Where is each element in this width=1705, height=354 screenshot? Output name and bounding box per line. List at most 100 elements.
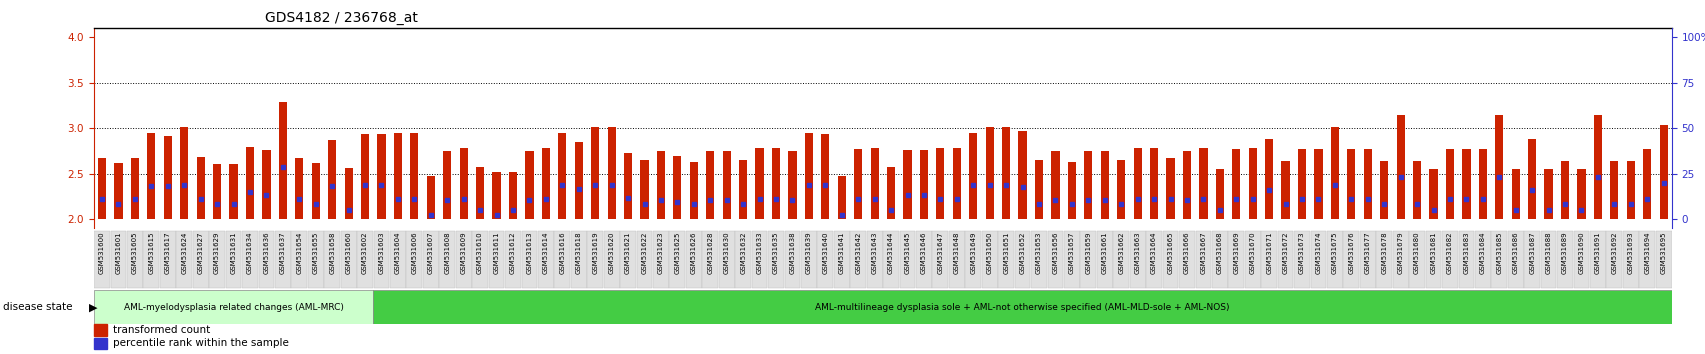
FancyBboxPatch shape	[406, 231, 423, 288]
FancyBboxPatch shape	[1294, 231, 1309, 288]
Bar	[788, 151, 796, 219]
Bar	[1478, 149, 1487, 219]
Bar	[327, 140, 336, 219]
Bar	[607, 126, 616, 219]
Bar	[493, 172, 500, 219]
FancyBboxPatch shape	[1146, 231, 1161, 288]
Bar	[854, 149, 861, 219]
Bar	[443, 151, 452, 219]
Bar	[837, 176, 846, 219]
Text: GSM531649: GSM531649	[970, 232, 975, 274]
Bar	[1659, 125, 1667, 219]
Bar	[459, 148, 467, 219]
FancyBboxPatch shape	[1211, 231, 1228, 288]
Bar	[951, 148, 960, 219]
Text: GSM531664: GSM531664	[1151, 232, 1156, 274]
FancyBboxPatch shape	[1475, 231, 1490, 288]
Bar	[1035, 160, 1042, 219]
FancyBboxPatch shape	[735, 231, 750, 288]
Text: GSM531686: GSM531686	[1512, 232, 1517, 274]
FancyBboxPatch shape	[604, 231, 619, 288]
Text: GSM531607: GSM531607	[428, 232, 433, 274]
Text: GSM531687: GSM531687	[1528, 232, 1534, 274]
Text: GSM531678: GSM531678	[1381, 232, 1386, 274]
FancyBboxPatch shape	[571, 231, 587, 288]
FancyBboxPatch shape	[965, 231, 980, 288]
Bar	[1511, 169, 1519, 219]
Text: GSM531650: GSM531650	[985, 232, 992, 274]
FancyBboxPatch shape	[259, 231, 275, 288]
Bar	[147, 133, 155, 219]
Text: GSM531680: GSM531680	[1413, 232, 1419, 274]
Text: GSM531602: GSM531602	[361, 232, 368, 274]
FancyBboxPatch shape	[1391, 231, 1408, 288]
FancyBboxPatch shape	[1064, 231, 1079, 288]
FancyBboxPatch shape	[1490, 231, 1506, 288]
Text: GSM531604: GSM531604	[394, 232, 401, 274]
Bar	[738, 160, 747, 219]
FancyBboxPatch shape	[784, 231, 800, 288]
FancyBboxPatch shape	[390, 231, 406, 288]
Bar	[377, 134, 385, 219]
FancyBboxPatch shape	[537, 231, 554, 288]
Bar	[1199, 148, 1207, 219]
Bar	[689, 162, 697, 219]
Text: GSM531674: GSM531674	[1315, 232, 1321, 274]
FancyBboxPatch shape	[948, 231, 963, 288]
FancyBboxPatch shape	[1260, 231, 1277, 288]
Bar	[723, 151, 730, 219]
FancyBboxPatch shape	[522, 231, 537, 288]
FancyBboxPatch shape	[1079, 231, 1096, 288]
Bar	[213, 164, 222, 219]
FancyBboxPatch shape	[817, 231, 832, 288]
FancyBboxPatch shape	[242, 231, 257, 288]
Bar	[97, 158, 106, 219]
Text: GSM531609: GSM531609	[460, 232, 467, 274]
FancyBboxPatch shape	[1113, 231, 1129, 288]
Bar	[278, 102, 286, 219]
Text: GSM531615: GSM531615	[148, 232, 153, 274]
Bar	[542, 148, 549, 219]
FancyBboxPatch shape	[636, 231, 651, 288]
FancyBboxPatch shape	[916, 231, 931, 288]
Text: GSM531606: GSM531606	[411, 232, 418, 274]
Bar	[1560, 161, 1569, 219]
Text: GSM531620: GSM531620	[609, 232, 614, 274]
Text: GSM531695: GSM531695	[1659, 232, 1666, 274]
FancyBboxPatch shape	[292, 231, 307, 288]
FancyBboxPatch shape	[1326, 231, 1342, 288]
Text: GSM531648: GSM531648	[953, 232, 960, 274]
Bar	[1018, 131, 1026, 219]
Bar	[1412, 161, 1420, 219]
FancyBboxPatch shape	[752, 231, 767, 288]
Bar	[1543, 169, 1552, 219]
Text: GSM531646: GSM531646	[921, 232, 926, 274]
Text: GSM531630: GSM531630	[723, 232, 730, 274]
Text: GSM531637: GSM531637	[280, 232, 286, 274]
Bar	[1182, 151, 1190, 219]
Bar	[426, 176, 435, 219]
FancyBboxPatch shape	[702, 231, 718, 288]
FancyBboxPatch shape	[143, 231, 159, 288]
Text: GSM531627: GSM531627	[198, 232, 203, 274]
Text: GSM531658: GSM531658	[329, 232, 334, 274]
Text: GSM531603: GSM531603	[379, 232, 384, 274]
FancyBboxPatch shape	[275, 231, 290, 288]
Bar	[1313, 149, 1321, 219]
Text: GSM531644: GSM531644	[888, 232, 893, 274]
Bar	[1117, 160, 1125, 219]
FancyBboxPatch shape	[1656, 231, 1671, 288]
Bar	[936, 148, 945, 219]
Bar	[1001, 127, 1009, 219]
Bar	[312, 163, 319, 219]
Text: GSM531624: GSM531624	[181, 232, 188, 274]
Text: GSM531641: GSM531641	[839, 232, 844, 274]
FancyBboxPatch shape	[587, 231, 604, 288]
FancyBboxPatch shape	[160, 231, 176, 288]
Text: GSM531651: GSM531651	[1003, 232, 1009, 274]
FancyBboxPatch shape	[193, 231, 208, 288]
Bar	[1446, 149, 1453, 219]
Text: GSM531691: GSM531691	[1594, 232, 1599, 274]
Text: GSM531694: GSM531694	[1644, 232, 1649, 274]
Bar	[624, 153, 633, 219]
